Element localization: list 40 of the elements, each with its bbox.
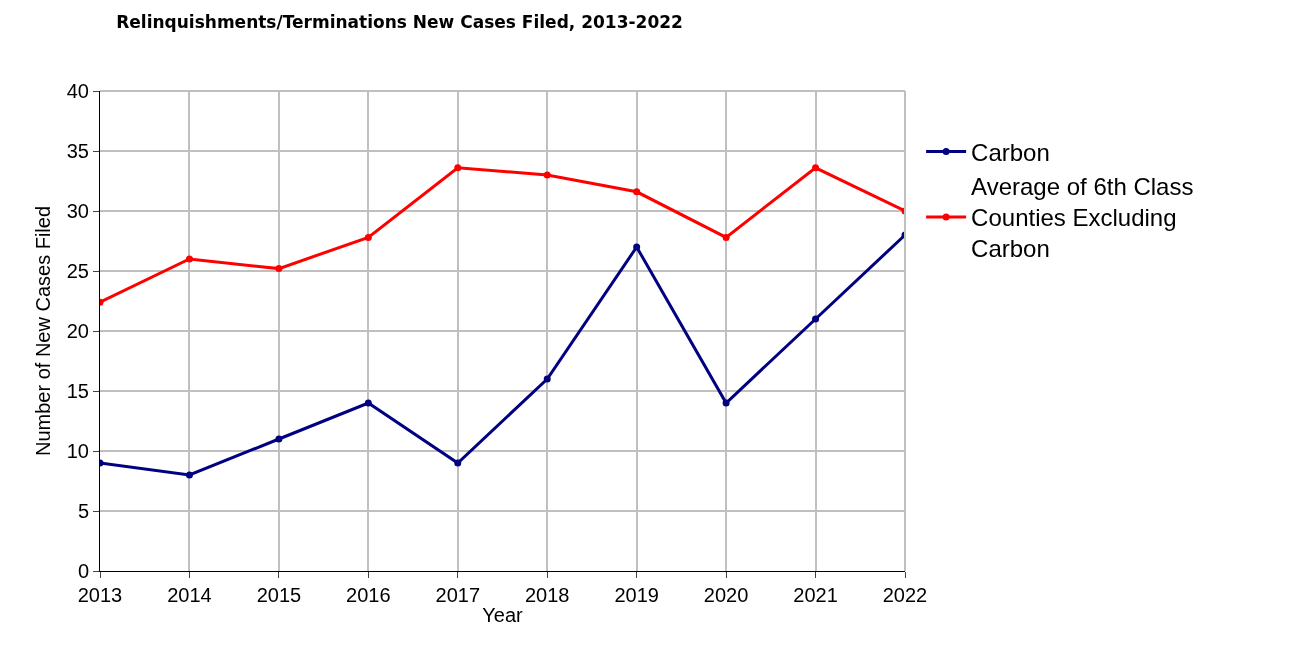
y-tick-label: 40 bbox=[66, 80, 89, 102]
y-tick-label: 0 bbox=[77, 560, 89, 582]
x-tick-label: 2018 bbox=[524, 584, 570, 606]
x-tick-label: 2021 bbox=[793, 584, 838, 606]
legend-label: Carbon bbox=[971, 138, 1050, 166]
point bbox=[633, 188, 641, 196]
x-tick-label: 2017 bbox=[435, 584, 481, 606]
point bbox=[364, 233, 372, 241]
point bbox=[543, 375, 551, 383]
point bbox=[722, 233, 730, 241]
point bbox=[185, 471, 193, 479]
point bbox=[454, 164, 462, 172]
x-tick-label: 2016 bbox=[346, 584, 391, 606]
x-tick-label: 2019 bbox=[614, 584, 659, 606]
y-tick-label: 25 bbox=[66, 260, 89, 282]
point bbox=[275, 435, 283, 443]
chart-title: Relinquishments/Terminations New Cases Filed, 2013-2022 bbox=[116, 12, 683, 33]
x-tick-label: 2022 bbox=[882, 584, 928, 606]
y-tick-label: 15 bbox=[66, 380, 89, 402]
y-tick-label: 20 bbox=[66, 320, 89, 342]
point bbox=[722, 399, 730, 407]
y-tick-label: 35 bbox=[66, 140, 89, 162]
point bbox=[812, 315, 820, 323]
point bbox=[543, 171, 551, 179]
y-tick-label: 30 bbox=[66, 200, 89, 222]
point bbox=[454, 459, 462, 467]
point bbox=[633, 243, 641, 251]
x-tick-label: 2015 bbox=[256, 584, 302, 606]
x-tick-label: 2013 bbox=[77, 584, 123, 606]
x-tick-label: 2020 bbox=[703, 584, 749, 606]
legend-label: Average of 6th Class Counties Excluding Carbon bbox=[971, 173, 1194, 263]
point bbox=[364, 399, 372, 407]
point bbox=[185, 255, 193, 263]
y-tick-label: 5 bbox=[77, 500, 89, 522]
x-tick-label: 2014 bbox=[167, 584, 212, 606]
point bbox=[275, 265, 283, 273]
x-axis-title: Year bbox=[482, 603, 524, 626]
y-axis-title: Number of New Cases Filed bbox=[32, 205, 54, 457]
y-tick-label: 10 bbox=[66, 440, 89, 462]
point bbox=[812, 164, 820, 172]
